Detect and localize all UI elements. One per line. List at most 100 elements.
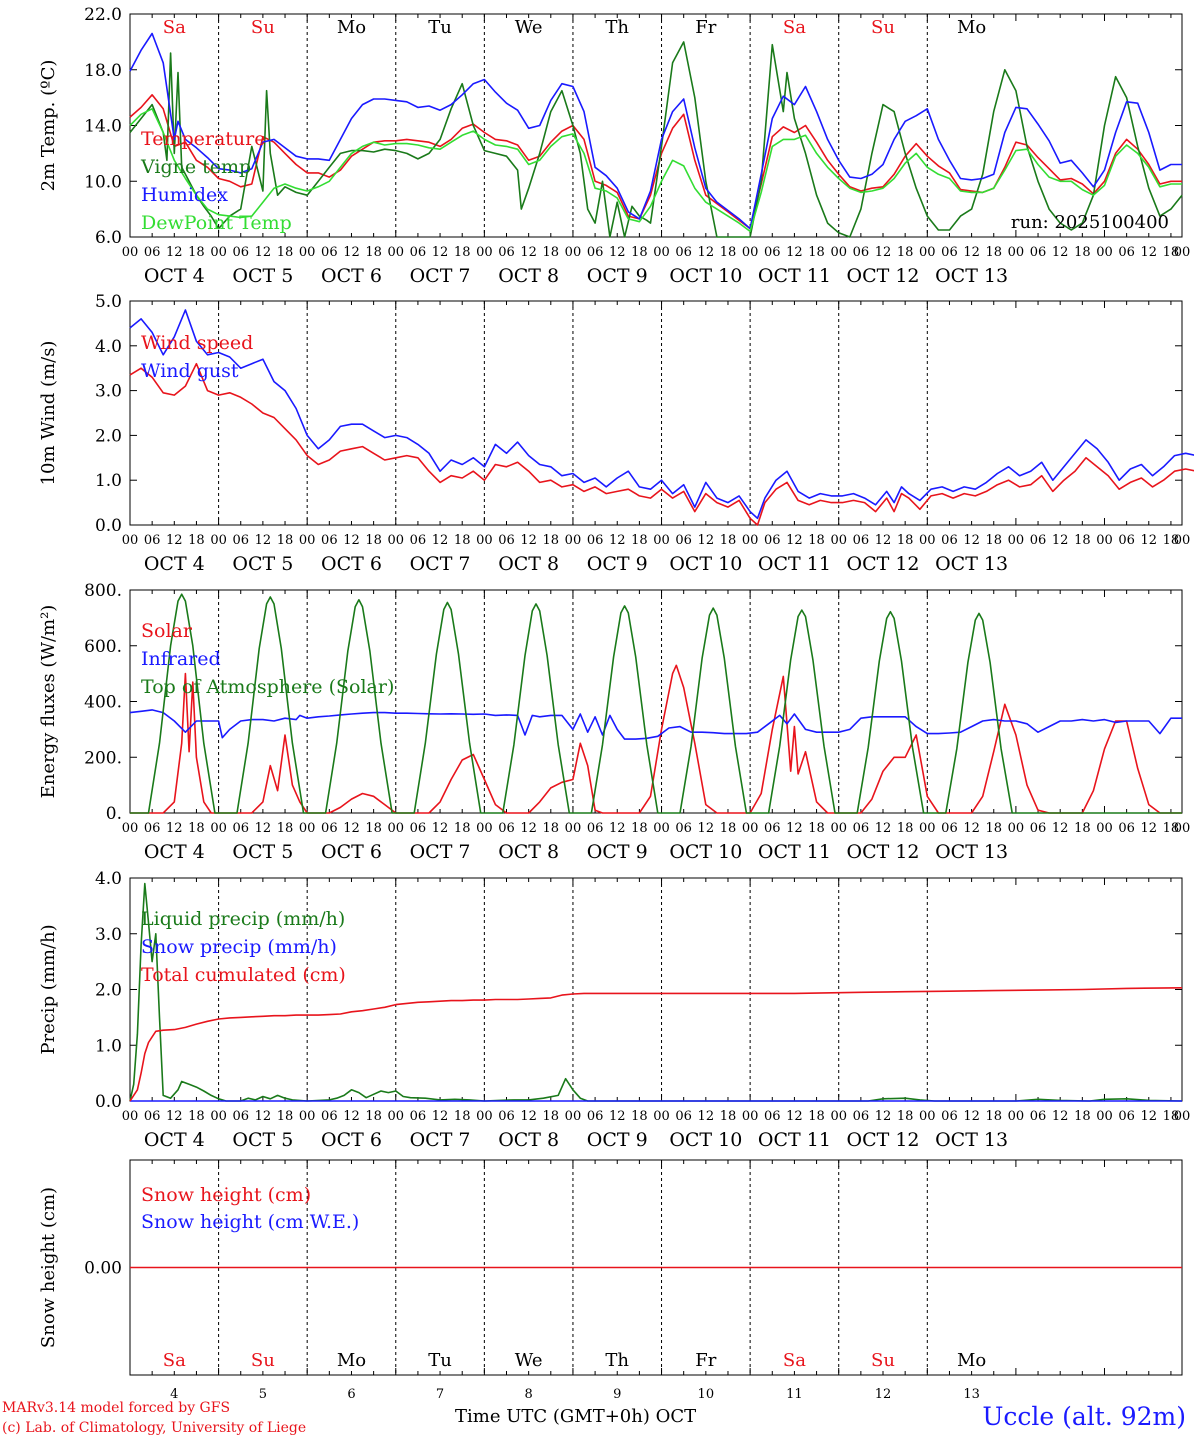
y-tick-label: 1.0 (95, 1036, 122, 1056)
model-credit: MARv3.14 model forced by GFS (c) Lab. of… (2, 1398, 306, 1438)
hour-tick-label: 12 (786, 533, 803, 548)
hour-tick-label: 18 (365, 1109, 382, 1124)
hour-tick-label: 12 (609, 533, 626, 548)
hour-tick-label: 00 (653, 533, 670, 548)
hour-tick-label: 18 (454, 533, 471, 548)
legend-entry: Infrared (141, 648, 221, 670)
date-label: OCT 9 (587, 1129, 648, 1151)
hour-tick-label: 06 (675, 533, 692, 548)
date-label: OCT 8 (498, 553, 559, 575)
panel-frame (129, 13, 1183, 238)
hour-tick-label: 00 (476, 533, 493, 548)
hour-tick-label: 00 (299, 245, 316, 260)
day-name-label: Su (871, 17, 895, 38)
series-line-top-of-atmosphere-solar- (130, 593, 1182, 814)
day-number-label: 13 (963, 1387, 980, 1402)
hour-tick-label: 12 (786, 821, 803, 836)
day-name-label: Sa (783, 17, 806, 38)
hour-tick-label: 06 (587, 245, 604, 260)
date-label: OCT 6 (321, 841, 382, 863)
hour-tick-label: 18 (897, 821, 914, 836)
hour-tick-label: 00 (742, 1109, 759, 1124)
hour-tick-label: 12 (166, 821, 183, 836)
hour-tick-label: 12 (255, 821, 272, 836)
hour-tick-label: 12 (1052, 245, 1069, 260)
hour-tick-label: 18 (985, 245, 1002, 260)
hour-tick-label: 18 (365, 245, 382, 260)
day-number-label: 12 (875, 1387, 892, 1402)
y-tick-label: 0.00 (84, 1259, 122, 1279)
day-name-label: Fr (695, 17, 716, 38)
date-label: OCT 12 (847, 1129, 920, 1151)
date-label: OCT 6 (321, 265, 382, 287)
date-label: OCT 5 (232, 553, 293, 575)
y-tick-label: 3.0 (95, 382, 122, 402)
panel-2: 0.0 1.0 2.0 3.0 4.0 5.0 10m Wind (m/s) Wind spe… (38, 292, 1194, 575)
hour-tick-label: 06 (1030, 533, 1047, 548)
date-label: OCT 4 (144, 265, 205, 287)
hour-tick-label: 18 (720, 1109, 737, 1124)
hour-tick-label: 12 (432, 1109, 449, 1124)
date-label: OCT 4 (144, 841, 205, 863)
date-label: OCT 4 (144, 1129, 205, 1151)
hour-tick-label: 12 (698, 245, 715, 260)
y-tick-label: 4.0 (95, 337, 122, 357)
hour-tick-label: 06 (498, 245, 515, 260)
hour-tick-label: 00 (299, 1109, 316, 1124)
panel-3: 0. 200. 400. 600. 800. Energy fluxes (W/m²) So… (38, 581, 1190, 863)
hour-tick-label: 18 (631, 533, 648, 548)
day-name-label: Sa (783, 1350, 806, 1371)
hour-tick-label: 12 (698, 533, 715, 548)
legend-entry: Wind speed (141, 332, 253, 354)
y-tick-label: 0. (106, 804, 122, 824)
hour-tick-label: 12 (520, 821, 537, 836)
hour-tick-label: 06 (1118, 1109, 1135, 1124)
hour-tick-label: 06 (1030, 821, 1047, 836)
hour-tick-label: 18 (188, 533, 205, 548)
series-line-wind-speed (129, 362, 1194, 526)
hour-tick-label: 00 (653, 1109, 670, 1124)
hour-tick-label: 00 (210, 821, 227, 836)
day-name-label: Mo (957, 1350, 986, 1371)
day-name-label: Th (605, 1350, 629, 1371)
hour-tick-label: 06 (498, 1109, 515, 1124)
series-line-solar (130, 664, 1182, 814)
day-number-label: 8 (525, 1387, 533, 1402)
hour-tick-label: 18 (365, 821, 382, 836)
legend-entry: Snow height (cm W.E.) (141, 1211, 359, 1233)
hour-tick-label: 00 (1096, 821, 1113, 836)
hour-tick-label: 18 (897, 1109, 914, 1124)
hour-tick-label: 12 (1052, 821, 1069, 836)
date-label: OCT 10 (669, 265, 742, 287)
date-label: OCT 12 (847, 265, 920, 287)
hour-tick-label: 00 (387, 533, 404, 548)
y-tick-label: 200. (84, 748, 122, 768)
date-label: OCT 9 (587, 553, 648, 575)
day-number-label: 11 (786, 1387, 803, 1402)
hour-tick-label: 06 (941, 821, 958, 836)
hour-tick-label: 00 (830, 1109, 847, 1124)
y-tick-label: 400. (84, 693, 122, 713)
hour-tick-label: 18 (1074, 1109, 1091, 1124)
hour-tick-label: 06 (498, 533, 515, 548)
hour-tick-label: 12 (698, 821, 715, 836)
x-axis-title: Time UTC (GMT+0h) OCT (455, 1406, 697, 1427)
hour-tick-label: 00 (1174, 245, 1191, 260)
hour-tick-label: 00 (830, 533, 847, 548)
hour-tick-label: 06 (410, 245, 427, 260)
y-tick-label: 600. (84, 637, 122, 657)
date-label: OCT 13 (935, 265, 1008, 287)
hour-tick-label: 06 (675, 1109, 692, 1124)
hour-tick-label: 00 (919, 1109, 936, 1124)
series-line-vigne-temp (129, 41, 1183, 238)
y-tick-label: 1.0 (95, 471, 122, 491)
hour-tick-label: 18 (720, 533, 737, 548)
hour-tick-label: 12 (255, 245, 272, 260)
hour-tick-label: 06 (764, 245, 781, 260)
hour-tick-label: 12 (786, 245, 803, 260)
day-name-label: Fr (695, 1350, 716, 1371)
hour-tick-label: 12 (875, 245, 892, 260)
hour-tick-label: 12 (875, 533, 892, 548)
hour-tick-label: 18 (277, 821, 294, 836)
y-tick-label: 14.0 (84, 117, 122, 137)
